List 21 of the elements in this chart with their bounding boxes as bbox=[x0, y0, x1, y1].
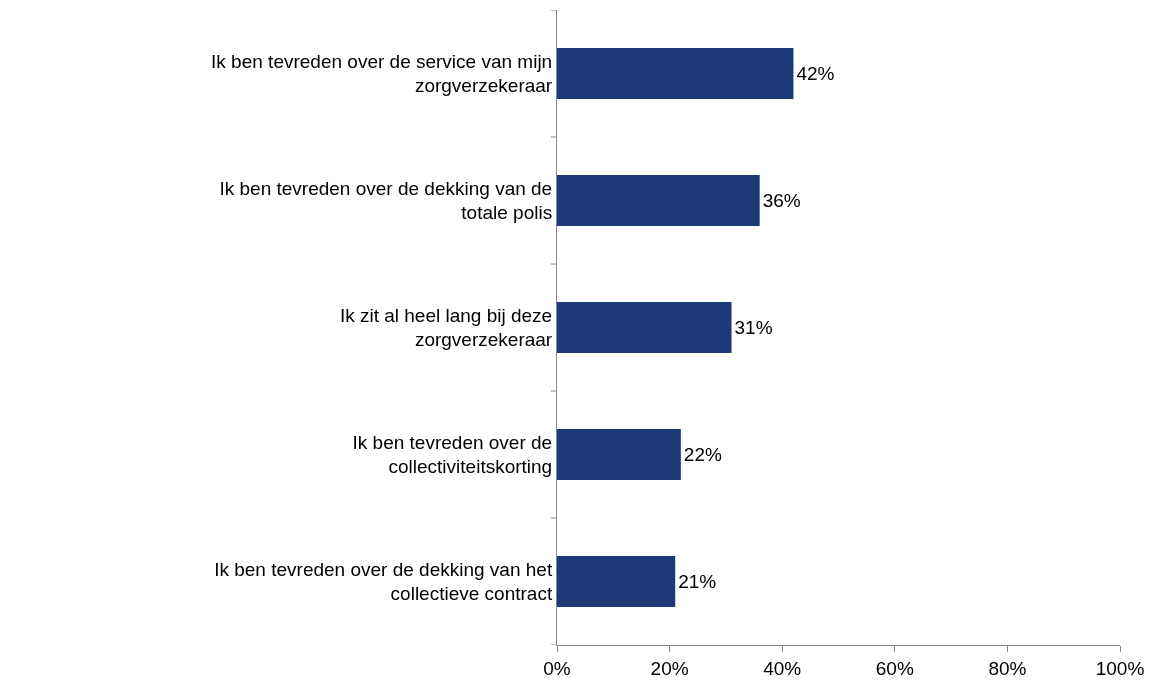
y-tick-label: Ik ben tevreden over de collectiviteitskorting bbox=[352, 431, 553, 478]
data-label: 36% bbox=[762, 190, 801, 211]
bar bbox=[557, 48, 794, 99]
bar bbox=[557, 556, 676, 607]
data-label: 21% bbox=[678, 571, 717, 592]
bar bbox=[557, 429, 681, 480]
x-tick-label: 60% bbox=[875, 657, 914, 679]
data-label: 42% bbox=[796, 63, 835, 84]
y-tick-label: Ik ben tevreden over de dekking van het collectieve contract bbox=[214, 558, 553, 605]
y-tick-label: Ik ben tevreden over de dekking van de totale polis bbox=[219, 177, 553, 224]
x-tick-label: 0% bbox=[543, 657, 571, 679]
y-tick-label: Ik zit al heel lang bij deze zorgverzekeraar bbox=[339, 304, 553, 351]
bar bbox=[557, 175, 760, 226]
data-label: 22% bbox=[683, 444, 722, 465]
x-tick-label: 80% bbox=[988, 657, 1027, 679]
y-tick-label: Ik ben tevreden over de service van mijn zorgverzekeraar bbox=[211, 50, 553, 97]
x-tick-label: 40% bbox=[763, 657, 802, 679]
x-tick-label: 100% bbox=[1095, 657, 1145, 679]
x-tick-label: 20% bbox=[650, 657, 689, 679]
bar bbox=[557, 302, 732, 353]
data-label: 31% bbox=[734, 317, 773, 338]
